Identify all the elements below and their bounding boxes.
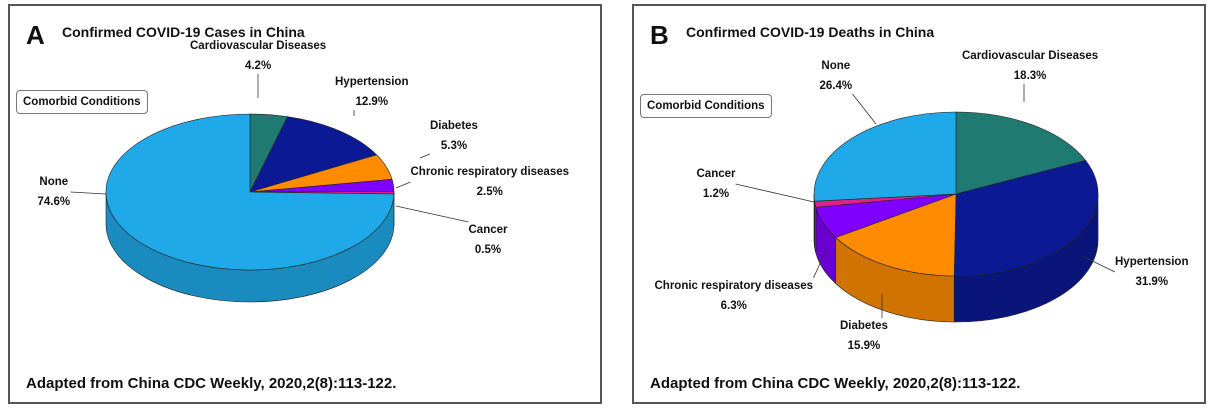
- label-hypertension: Hypertension 12.9%: [335, 72, 409, 112]
- slice-value: 31.9%: [1135, 276, 1169, 288]
- slice-name: None: [821, 60, 851, 72]
- label-cardiovascular-diseases: Cardiovascular Diseases 4.2%: [190, 36, 326, 76]
- panel-letter: B: [650, 20, 669, 50]
- source-note: Adapted from China CDC Weekly, 2020,2(8)…: [26, 375, 397, 392]
- label-chronic-respiratory-diseases: Chronic respiratory diseases 2.5%: [411, 162, 570, 202]
- pie-slice-hypertension: [953, 160, 1099, 277]
- label-none: None 26.4%: [820, 56, 853, 96]
- pie-chart-cases: [70, 74, 469, 303]
- slice-name: Chronic respiratory diseases: [410, 166, 570, 178]
- slice-value: 0.5%: [474, 244, 502, 256]
- label-diabetes: Diabetes 15.9%: [840, 316, 888, 356]
- pie-top: [105, 113, 395, 271]
- source-note: Adapted from China CDC Weekly, 2020,2(8)…: [650, 375, 1021, 392]
- pie-chart-deaths: [735, 84, 1116, 323]
- legend-box: Comorbid Conditions: [16, 90, 148, 114]
- slice-name: Diabetes: [430, 120, 478, 132]
- label-cardiovascular-diseases: Cardiovascular Diseases 18.3%: [962, 46, 1098, 86]
- slice-value: 4.2%: [244, 60, 272, 72]
- slice-value: 74.6%: [37, 196, 71, 208]
- slice-name: Cancer: [468, 224, 508, 236]
- slice-value: 6.3%: [720, 300, 747, 312]
- slice-name: Cardiovascular Diseases: [190, 40, 327, 52]
- panel-cases: A Confirmed COVID-19 Cases in China Como…: [8, 4, 602, 404]
- panel-letter: A: [26, 20, 45, 50]
- pie-slice-hypertension: [249, 116, 378, 193]
- label-chronic-respiratory-diseases: Chronic respiratory diseases 6.3%: [655, 276, 814, 316]
- slice-name: Hypertension: [335, 76, 409, 88]
- slice-value: 2.5%: [476, 186, 503, 198]
- label-hypertension: Hypertension 31.9%: [1115, 252, 1189, 292]
- slice-name: Cancer: [696, 168, 736, 180]
- leader-line: [419, 153, 431, 159]
- label-cancer: Cancer 1.2%: [697, 164, 736, 204]
- leader-line: [813, 249, 827, 279]
- slice-name: Hypertension: [1115, 256, 1189, 268]
- panel-deaths: B Confirmed COVID-19 Deaths in China Com…: [632, 4, 1206, 404]
- leader-lines: [735, 84, 1116, 318]
- pie-slice-cardiovascular-diseases: [955, 111, 1087, 195]
- pie-slice-diabetes: [835, 193, 957, 277]
- leader-line: [70, 191, 107, 195]
- slice-name: Chronic respiratory diseases: [654, 280, 814, 292]
- slice-value: 12.9%: [355, 96, 389, 108]
- slice-value: 1.2%: [702, 188, 730, 200]
- pie-slice-none: [813, 111, 957, 202]
- slice-name: Diabetes: [840, 320, 888, 332]
- chart-title: Confirmed COVID-19 Deaths in China: [686, 24, 935, 40]
- leader-line: [1081, 255, 1116, 273]
- slice-value: 26.4%: [819, 80, 853, 92]
- pie-top: [813, 111, 1099, 277]
- chart-title: Confirmed COVID-19 Cases in China: [62, 24, 305, 40]
- label-cancer: Cancer 0.5%: [469, 220, 508, 260]
- slice-value: 18.3%: [1013, 70, 1047, 82]
- leader-lines: [70, 74, 469, 223]
- leader-line: [735, 183, 815, 203]
- leader-line: [395, 205, 469, 223]
- slice-value: 5.3%: [440, 140, 468, 152]
- slice-name: None: [39, 176, 69, 188]
- leader-line: [852, 93, 877, 125]
- pie-slice-none: [105, 113, 395, 271]
- slice-name: Cardiovascular Diseases: [962, 50, 1099, 62]
- label-diabetes: Diabetes 5.3%: [430, 116, 478, 156]
- label-none: None 74.6%: [38, 172, 71, 212]
- leader-line: [395, 181, 411, 189]
- legend-box: Comorbid Conditions: [640, 94, 772, 118]
- slice-value: 15.9%: [847, 340, 881, 352]
